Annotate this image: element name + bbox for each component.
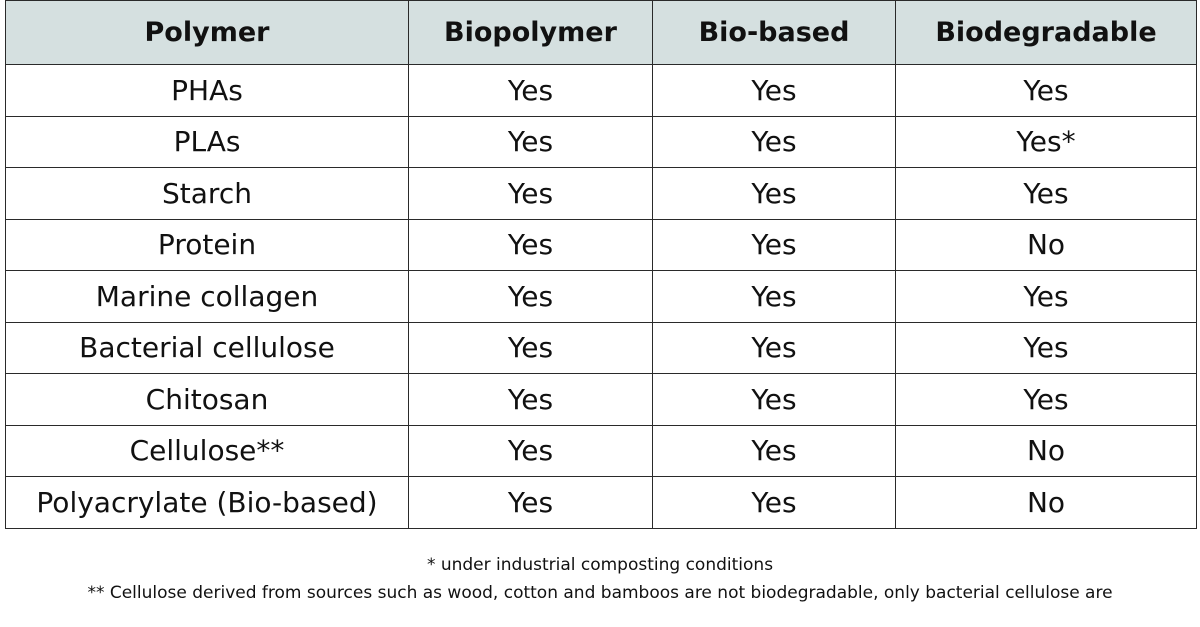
biopolymer-cell: Yes bbox=[408, 218, 653, 271]
polymer-cell: PLAs bbox=[5, 115, 409, 168]
header-polymer: Polymer bbox=[5, 0, 409, 65]
biodegradable-cell: Yes bbox=[895, 64, 1197, 117]
footnote-cellulose-sources: ** Cellulose derived from sources such a… bbox=[87, 583, 1113, 603]
table-row: Starch Yes Yes Yes bbox=[5, 167, 1197, 220]
polymer-comparison-table: Polymer Biopolymer Bio-based Biodegradab… bbox=[5, 0, 1197, 529]
table-row: PHAs Yes Yes Yes bbox=[5, 64, 1197, 117]
table-body: PHAs Yes Yes Yes PLAs Yes Yes Yes* Starc… bbox=[5, 64, 1197, 529]
bio-based-cell: Yes bbox=[652, 321, 896, 374]
biodegradable-cell: No bbox=[895, 476, 1197, 529]
biodegradable-cell: Yes bbox=[895, 373, 1197, 426]
header-row: Polymer Biopolymer Bio-based Biodegradab… bbox=[5, 0, 1197, 65]
table-row: Protein Yes Yes No bbox=[5, 218, 1197, 271]
polymer-cell: Polyacrylate (Bio-based) bbox=[5, 476, 409, 529]
biopolymer-cell: Yes bbox=[408, 64, 653, 117]
biodegradable-cell: No bbox=[895, 424, 1197, 477]
bio-based-cell: Yes bbox=[652, 64, 896, 117]
biopolymer-cell: Yes bbox=[408, 167, 653, 220]
biodegradable-cell: Yes* bbox=[895, 115, 1197, 168]
biodegradable-cell: No bbox=[895, 218, 1197, 271]
biopolymer-cell: Yes bbox=[408, 321, 653, 374]
table-row: Bacterial cellulose Yes Yes Yes bbox=[5, 321, 1197, 374]
table-row: PLAs Yes Yes Yes* bbox=[5, 115, 1197, 168]
biopolymer-cell: Yes bbox=[408, 115, 653, 168]
bio-based-cell: Yes bbox=[652, 167, 896, 220]
table-row: Polyacrylate (Bio-based) Yes Yes No bbox=[5, 476, 1197, 529]
biodegradable-cell: Yes bbox=[895, 167, 1197, 220]
polymer-cell: Chitosan bbox=[5, 373, 409, 426]
table-header: Polymer Biopolymer Bio-based Biodegradab… bbox=[5, 0, 1197, 65]
bio-based-cell: Yes bbox=[652, 270, 896, 323]
header-biopolymer: Biopolymer bbox=[408, 0, 653, 65]
biopolymer-cell: Yes bbox=[408, 476, 653, 529]
footnotes: * under industrial composting conditions… bbox=[0, 551, 1200, 607]
polymer-cell: Protein bbox=[5, 218, 409, 271]
table-row: Chitosan Yes Yes Yes bbox=[5, 373, 1197, 426]
bio-based-cell: Yes bbox=[652, 476, 896, 529]
table-row: Cellulose** Yes Yes No bbox=[5, 424, 1197, 477]
bio-based-cell: Yes bbox=[652, 424, 896, 477]
polymer-cell: Cellulose** bbox=[5, 424, 409, 477]
bio-based-cell: Yes bbox=[652, 373, 896, 426]
biodegradable-cell: Yes bbox=[895, 321, 1197, 374]
bio-based-cell: Yes bbox=[652, 115, 896, 168]
polymer-cell: Marine collagen bbox=[5, 270, 409, 323]
table-row: Marine collagen Yes Yes Yes bbox=[5, 270, 1197, 323]
biopolymer-cell: Yes bbox=[408, 373, 653, 426]
biodegradable-cell: Yes bbox=[895, 270, 1197, 323]
footnote-industrial-composting: * under industrial composting conditions bbox=[426, 555, 774, 575]
polymer-cell: Starch bbox=[5, 167, 409, 220]
header-biodegradable: Biodegradable bbox=[895, 0, 1197, 65]
bio-based-cell: Yes bbox=[652, 218, 896, 271]
biopolymer-cell: Yes bbox=[408, 270, 653, 323]
polymer-cell: Bacterial cellulose bbox=[5, 321, 409, 374]
polymer-cell: PHAs bbox=[5, 64, 409, 117]
header-bio-based: Bio-based bbox=[652, 0, 896, 65]
biopolymer-cell: Yes bbox=[408, 424, 653, 477]
